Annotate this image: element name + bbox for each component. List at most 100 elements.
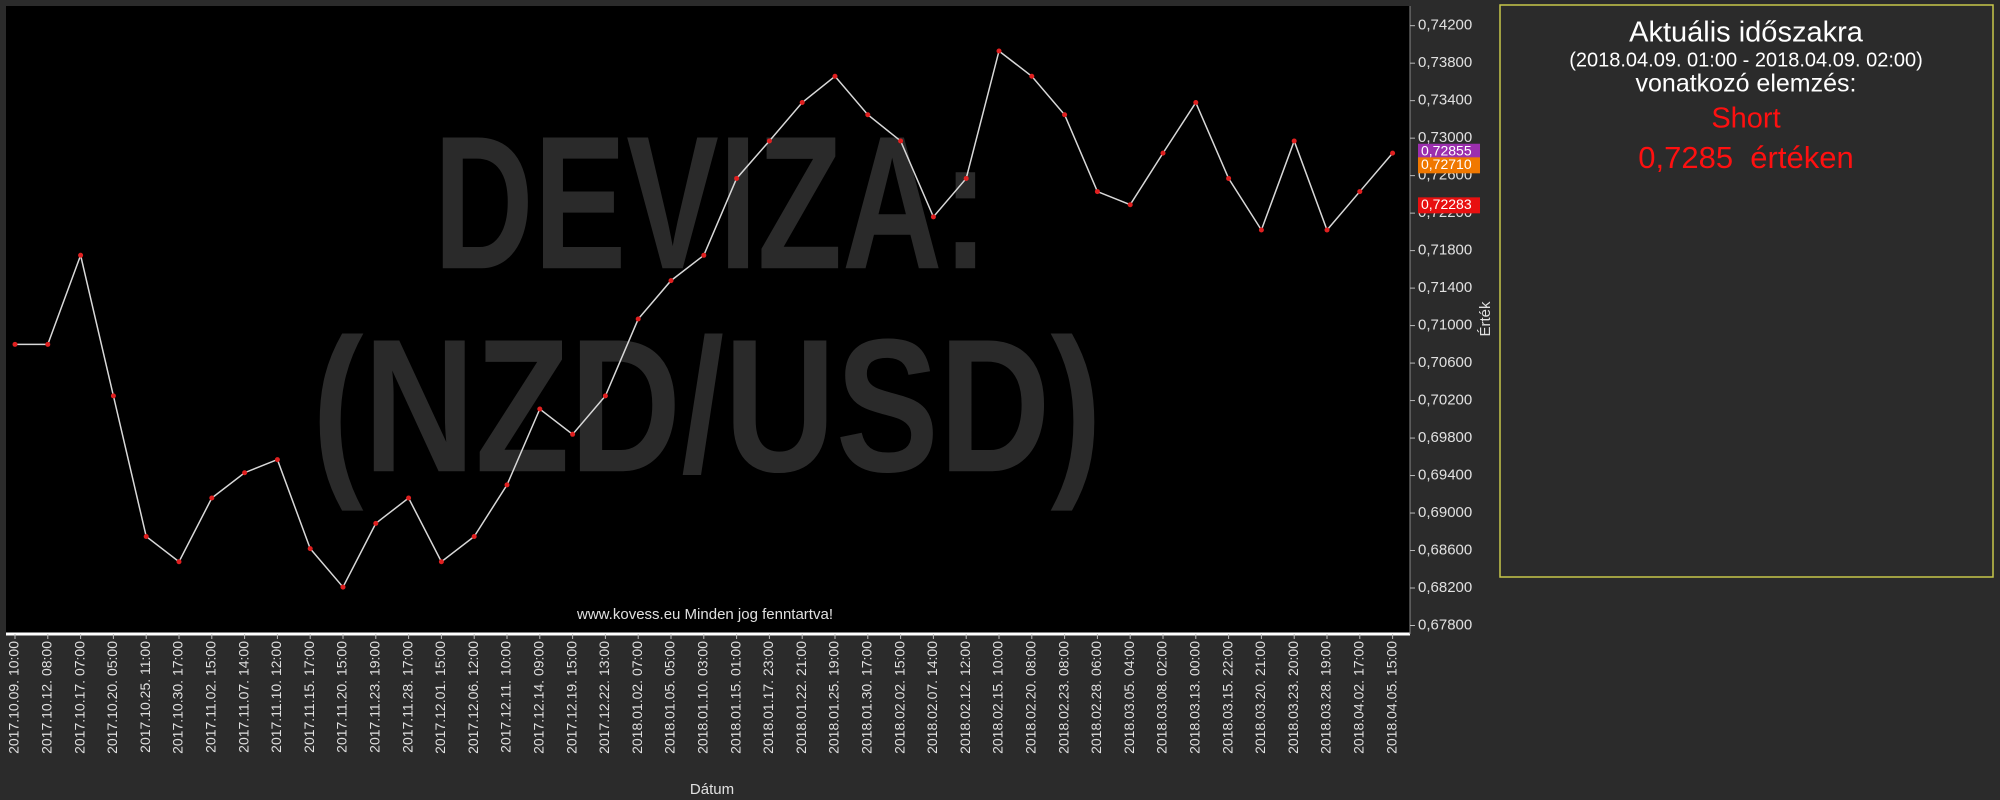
y-tick-label: 0,67800 — [1418, 616, 1472, 633]
price-point — [1094, 189, 1100, 195]
x-tick-label: 2017.11.15. 17:00 — [301, 641, 317, 753]
price-marker — [1418, 143, 1480, 160]
price-point — [996, 48, 1002, 54]
y-tick-label: 0,70200 — [1418, 392, 1472, 409]
price-point — [1062, 112, 1068, 118]
x-tick-label: 2017.12.06. 12:00 — [465, 641, 481, 754]
price-point — [930, 214, 936, 220]
price-marker — [1418, 197, 1480, 214]
y-tick-label: 0,73800 — [1418, 54, 1472, 71]
price-point — [274, 457, 280, 463]
y-tick-label: 0,69400 — [1418, 467, 1472, 484]
price-point — [537, 406, 543, 412]
x-tick-label: 2018.01.30. 17:00 — [859, 641, 875, 754]
footer: www.kovess.eu Minden jog fenntartva! — [576, 606, 833, 623]
price-point — [209, 495, 215, 501]
y-axis-title: Érték — [1477, 301, 1494, 337]
x-tick-label: 2017.12.14. 09:00 — [531, 641, 547, 754]
x-tick-label: 2018.02.20. 08:00 — [1023, 641, 1039, 754]
x-tick-label: 2017.10.30. 17:00 — [170, 641, 186, 754]
price-point — [865, 112, 871, 118]
y-tick-label: 0,69000 — [1418, 504, 1472, 521]
y-tick-label: 0,68200 — [1418, 579, 1472, 596]
x-tick-label: 2018.01.17. 23:00 — [760, 641, 776, 754]
y-tick-label: 0,68600 — [1418, 541, 1472, 558]
x-tick-label: 2017.11.28. 17:00 — [399, 641, 415, 753]
panel-period: (2018.04.09. 01:00 - 2018.04.09. 02:00) — [1569, 49, 1923, 71]
x-tick-label: 2018.02.23. 08:00 — [1055, 641, 1071, 754]
x-tick-label: 2017.11.10. 12:00 — [268, 641, 284, 753]
x-tick-label: 2018.03.13. 00:00 — [1187, 641, 1203, 754]
x-tick-label: 2018.03.23. 20:00 — [1285, 641, 1301, 754]
watermark: (NZD/USD) — [312, 300, 1102, 512]
x-tick-label: 2018.02.28. 06:00 — [1088, 641, 1104, 754]
panel-signal: Short — [1711, 103, 1780, 135]
y-tick-label: 0,70600 — [1418, 354, 1472, 371]
price-point — [898, 138, 904, 144]
y-tick-label: 0,71400 — [1418, 279, 1472, 296]
x-tick-label: 2018.03.08. 02:00 — [1154, 641, 1170, 754]
x-tick-label: 2018.02.07. 14:00 — [924, 641, 940, 754]
price-point — [45, 341, 51, 347]
price-marker — [1418, 157, 1480, 174]
price-point — [635, 316, 641, 322]
price-point — [1291, 138, 1297, 144]
panel-subtitle: vonatkozó elemzés: — [1636, 70, 1857, 98]
price-point — [963, 175, 969, 181]
panel-price: 0,7285 értéken — [1638, 140, 1853, 175]
price-point — [78, 252, 84, 258]
y-tick-label: 0,69800 — [1418, 429, 1472, 446]
y-tick-label: 0,73000 — [1418, 129, 1472, 146]
x-tick-label: 2017.10.12. 08:00 — [39, 641, 55, 754]
price-point — [1390, 150, 1396, 156]
x-tick-label: 2018.01.25. 19:00 — [826, 641, 842, 754]
x-tick-label: 2018.01.02. 07:00 — [629, 641, 645, 754]
x-tick-label: 2018.03.05. 04:00 — [1121, 641, 1137, 754]
x-tick-label: 2017.11.20. 15:00 — [334, 641, 350, 753]
x-tick-label: 2018.01.15. 01:00 — [727, 641, 743, 754]
price-point — [110, 393, 116, 399]
x-tick-label: 2018.01.22. 21:00 — [793, 641, 809, 754]
price-point — [504, 482, 510, 488]
price-marker-label: 0,72710 — [1421, 156, 1472, 172]
x-axis-title: Dátum — [690, 781, 734, 798]
y-tick-label: 0,73400 — [1418, 92, 1472, 109]
x-tick-label: 2017.10.09. 10:00 — [6, 641, 22, 754]
x-tick-label: 2018.04.02. 17:00 — [1351, 641, 1367, 754]
price-point — [570, 431, 576, 437]
price-point — [734, 175, 740, 181]
price-point — [799, 100, 805, 106]
x-tick-label: 2018.03.15. 22:00 — [1219, 641, 1235, 754]
y-tick-label: 0,74200 — [1418, 17, 1472, 34]
price-point — [438, 559, 444, 565]
price-point — [12, 341, 18, 347]
x-tick-label: 2017.12.01. 15:00 — [432, 641, 448, 754]
price-point — [1258, 227, 1264, 233]
watermark: DEVIZA: — [434, 97, 989, 309]
x-tick-label: 2018.02.02. 15:00 — [891, 641, 907, 754]
x-tick-label: 2017.12.22. 13:00 — [596, 641, 612, 754]
y-tick-label: 0,71800 — [1418, 242, 1472, 259]
x-tick-label: 2017.12.19. 15:00 — [563, 641, 579, 754]
panel-title: Aktuális időszakra — [1629, 17, 1864, 49]
price-point — [668, 278, 674, 284]
price-point — [143, 533, 149, 539]
price-point — [307, 546, 313, 552]
x-tick-label: 2017.12.11. 10:00 — [498, 641, 514, 753]
price-point — [1029, 73, 1035, 79]
x-tick-label: 2018.03.20. 21:00 — [1252, 641, 1268, 754]
price-point — [1193, 100, 1199, 106]
price-point — [832, 73, 838, 79]
x-tick-label: 2018.02.15. 10:00 — [990, 641, 1006, 754]
price-point — [406, 495, 412, 501]
price-point — [1160, 150, 1166, 156]
x-tick-label: 2018.01.10. 03:00 — [695, 641, 711, 754]
price-marker-label: 0,72855 — [1421, 142, 1472, 158]
x-tick-label: 2017.11.23. 19:00 — [367, 641, 383, 753]
price-point — [602, 393, 608, 399]
price-marker-label: 0,72283 — [1421, 196, 1472, 212]
price-point — [1127, 202, 1133, 208]
x-tick-label: 2018.01.05. 05:00 — [662, 641, 678, 754]
plot-area — [6, 6, 1410, 633]
